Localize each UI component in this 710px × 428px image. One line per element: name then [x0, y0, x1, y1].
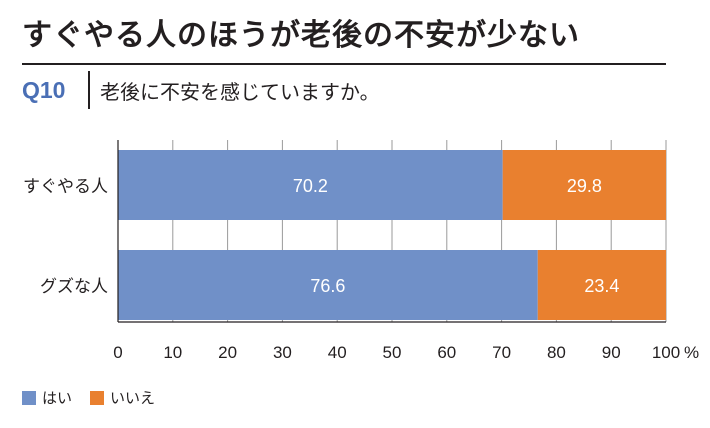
x-tick-label: 50 [383, 343, 402, 362]
legend-swatch-yes [22, 390, 36, 405]
chart-title: すぐやる人のほうが老後の不安が少ない [22, 18, 580, 53]
data-label: 76.6 [310, 276, 345, 296]
data-label: 29.8 [567, 176, 602, 196]
x-tick-label: 100 [652, 343, 680, 362]
x-tick-label: 70 [492, 343, 511, 362]
legend-item-yes: はい [22, 387, 72, 408]
legend-label-no: いいえ [110, 389, 156, 407]
x-tick-label: 10 [163, 343, 182, 362]
data-label: 70.2 [293, 176, 328, 196]
category-label: グズな人 [40, 277, 108, 297]
x-tick-label: 40 [328, 343, 347, 362]
x-tick-label: 90 [602, 343, 621, 362]
bar-segment [118, 250, 538, 320]
x-tick-label: 20 [218, 343, 237, 362]
legend-swatch-no [90, 390, 105, 405]
x-tick-label: 0 [113, 343, 122, 362]
x-tick-label: 30 [273, 343, 292, 362]
x-tick-label: 80 [547, 343, 566, 362]
bar-segment [502, 150, 666, 220]
legend-item-no: いいえ [90, 387, 155, 408]
data-label: 23.4 [584, 276, 619, 296]
x-unit-label: % [684, 343, 699, 362]
question-number: Q10 [22, 76, 66, 103]
bar-segment [118, 150, 503, 220]
question-separator [88, 71, 90, 109]
legend: はい いいえ [22, 387, 173, 408]
x-tick-label: 60 [437, 343, 456, 362]
question-row: Q10 老後に不安を感じていますか。 [22, 70, 380, 110]
category-label: すぐやる人 [23, 177, 108, 197]
bar-segment [537, 250, 666, 320]
title-rule [22, 63, 666, 65]
question-text: 老後に不安を感じていますか。 [100, 79, 380, 104]
legend-label-yes: はい [42, 389, 73, 407]
